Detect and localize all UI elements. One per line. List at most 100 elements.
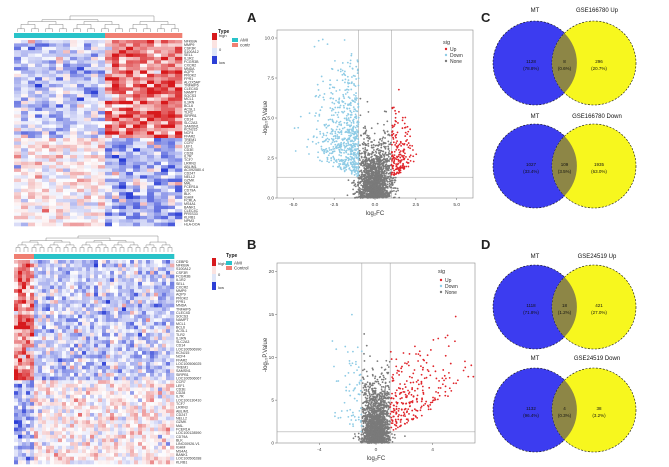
- heatmap-cell: [62, 347, 67, 352]
- heatmap-cell: [84, 121, 92, 125]
- gene-label: NFKBIA: [176, 264, 190, 268]
- heatmap-cell: [114, 347, 119, 352]
- heatmap-cell: [56, 40, 64, 44]
- heatmap-cell: [77, 63, 85, 68]
- heatmap-cell: [62, 449, 67, 454]
- heatmap-cell: [112, 205, 120, 210]
- heatmap-cell: [38, 347, 43, 352]
- heatmap-cell: [35, 212, 43, 217]
- heatmap-cell: [58, 405, 63, 410]
- heatmap-cell: [106, 285, 111, 290]
- heatmap-cell: [130, 456, 135, 461]
- heatmap-cell: [58, 449, 63, 454]
- heatmap-cell: [18, 325, 23, 330]
- heatmap-cell: [130, 369, 135, 374]
- heatmap-cell: [126, 43, 134, 48]
- heatmap-cell: [42, 405, 47, 410]
- heatmap-cell: [63, 53, 71, 58]
- heatmap-cell: [154, 285, 159, 290]
- heatmap-cell: [70, 278, 75, 283]
- heatmap-cell: [42, 394, 47, 399]
- heatmap-cell: [98, 188, 106, 193]
- heatmap-cell: [66, 453, 71, 458]
- heatmap-cell: [46, 460, 51, 465]
- heatmap-cell: [35, 215, 43, 220]
- heatmap-cell: [21, 161, 29, 166]
- dendrogram-branch: [49, 244, 59, 248]
- heatmap-cell: [140, 104, 148, 108]
- heatmap-cell: [74, 453, 79, 458]
- heatmap-cell: [140, 171, 148, 176]
- type-bar-cell: [86, 254, 91, 259]
- gene-label: CD247: [176, 413, 187, 417]
- heatmap-cell: [98, 383, 103, 388]
- heatmap-cell: [130, 445, 135, 450]
- heatmap-cell: [119, 111, 127, 115]
- dendrogram-branch: [39, 247, 45, 252]
- heatmap-cell: [154, 303, 159, 308]
- heatmap-cell: [158, 343, 163, 348]
- heatmap-cell: [82, 362, 87, 366]
- heatmap-cell: [91, 209, 99, 213]
- dendrogram-branch: [97, 244, 107, 248]
- heatmap-cell: [70, 409, 75, 414]
- heatmap-cell: [82, 340, 87, 345]
- heatmap-cell: [119, 202, 127, 207]
- heatmap-cell: [106, 318, 111, 323]
- heatmap-cell: [105, 97, 113, 102]
- heatmap-cell: [102, 365, 107, 370]
- heatmap-cell: [14, 188, 22, 193]
- heatmap-cell: [42, 212, 50, 217]
- heatmap-cell: [14, 114, 22, 119]
- heatmap-cell: [168, 63, 176, 68]
- type-bar-cell: [56, 33, 64, 38]
- heatmap-cell: [38, 285, 43, 290]
- heatmap-cell: [161, 144, 169, 149]
- heatmap-cell: [154, 278, 159, 283]
- heatmap-cell: [134, 270, 139, 275]
- heatmap-cell: [58, 434, 63, 439]
- heatmap-cell: [82, 402, 87, 407]
- type-bar-cell: [26, 254, 31, 259]
- heatmap-cell: [170, 413, 175, 417]
- heatmap-cell: [28, 158, 36, 163]
- heatmap-cell: [126, 178, 134, 183]
- heatmap-cell: [46, 449, 51, 454]
- heatmap-cell: [21, 94, 29, 98]
- heatmap-cell: [63, 60, 71, 64]
- heatmap-cell: [170, 351, 175, 356]
- gene-label: BANK1: [176, 453, 188, 457]
- heatmap-cell: [63, 144, 71, 149]
- heatmap-cell: [118, 358, 123, 363]
- heatmap-cell: [86, 391, 91, 396]
- heatmap-cell: [112, 40, 120, 44]
- heatmap-cell: [66, 260, 71, 264]
- volcano-point: [388, 172, 390, 175]
- dendrogram-branch: [127, 247, 133, 252]
- y-tick-label: 10.0: [265, 36, 275, 42]
- heatmap-cell: [119, 192, 127, 196]
- heatmap-cell: [102, 311, 107, 315]
- heatmap-cell: [162, 416, 167, 421]
- heatmap-cell: [14, 121, 22, 125]
- heatmap-cell: [49, 188, 57, 193]
- heatmap-cell: [34, 449, 39, 454]
- heatmap-cell: [130, 427, 135, 432]
- heatmap-cell: [158, 332, 163, 337]
- gene-label: SAMSN1: [176, 369, 191, 373]
- heatmap-cell: [90, 431, 95, 436]
- heatmap-cell: [30, 332, 35, 337]
- heatmap-cell: [38, 405, 43, 410]
- heatmap-cell: [62, 438, 67, 443]
- heatmap-cell: [26, 354, 31, 359]
- gene-label: MS4A1: [184, 202, 196, 206]
- heatmap-cell: [54, 300, 59, 305]
- heatmap-cell: [66, 456, 71, 461]
- heatmap-cell: [86, 325, 91, 330]
- volcano-point: [381, 164, 384, 167]
- heatmap-cell: [118, 420, 123, 425]
- heatmap-cell: [86, 354, 91, 359]
- heatmap-cell: [147, 212, 155, 217]
- heatmap-cell: [98, 111, 106, 115]
- heatmap-top-gene-labels: NFKBIAMMP9CSF3RS100A12SELLIL1R2FCGR3BCXC…: [184, 40, 204, 227]
